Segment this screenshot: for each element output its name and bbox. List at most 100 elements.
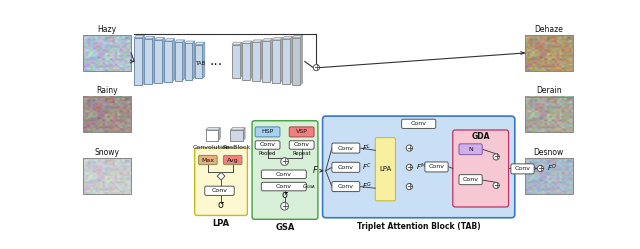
Bar — [195, 45, 202, 78]
Polygon shape — [193, 41, 195, 79]
Text: LPA: LPA — [212, 219, 230, 228]
Polygon shape — [230, 128, 245, 130]
FancyBboxPatch shape — [205, 186, 234, 195]
FancyBboxPatch shape — [323, 116, 515, 218]
Text: +: + — [313, 63, 320, 72]
Bar — [145, 39, 152, 84]
Circle shape — [406, 184, 412, 190]
Text: Desnow: Desnow — [534, 148, 564, 157]
Bar — [262, 41, 270, 82]
FancyBboxPatch shape — [289, 127, 314, 137]
Polygon shape — [252, 40, 262, 42]
Polygon shape — [172, 39, 175, 82]
Text: Conv: Conv — [411, 121, 427, 126]
Polygon shape — [272, 38, 282, 40]
FancyBboxPatch shape — [402, 119, 436, 128]
Bar — [175, 42, 182, 81]
Text: Derain: Derain — [536, 86, 562, 95]
Polygon shape — [195, 42, 205, 45]
Polygon shape — [134, 35, 145, 38]
Bar — [230, 130, 243, 141]
Text: Conv: Conv — [338, 146, 354, 151]
Text: Convolution: Convolution — [193, 145, 230, 150]
Text: $F^O$: $F^O$ — [547, 163, 557, 174]
Bar — [205, 130, 218, 141]
FancyBboxPatch shape — [332, 143, 360, 153]
Polygon shape — [282, 36, 292, 39]
Text: GSA: GSA — [275, 223, 294, 232]
Polygon shape — [300, 35, 303, 85]
FancyBboxPatch shape — [332, 182, 360, 191]
Text: LPA: LPA — [380, 166, 392, 172]
Polygon shape — [243, 128, 245, 141]
Text: Snowy: Snowy — [95, 148, 120, 157]
Text: TAB: TAB — [195, 61, 205, 66]
Polygon shape — [152, 36, 154, 84]
Polygon shape — [154, 38, 164, 40]
Polygon shape — [182, 40, 184, 81]
Polygon shape — [239, 42, 242, 78]
Circle shape — [493, 154, 499, 160]
Circle shape — [281, 158, 289, 165]
Polygon shape — [184, 41, 195, 43]
Polygon shape — [260, 40, 262, 81]
FancyBboxPatch shape — [261, 182, 307, 191]
Text: Rainy: Rainy — [96, 86, 118, 95]
Polygon shape — [232, 42, 242, 45]
Text: Conv: Conv — [515, 166, 531, 171]
FancyBboxPatch shape — [195, 148, 248, 215]
Circle shape — [537, 165, 543, 172]
Circle shape — [493, 182, 499, 188]
FancyBboxPatch shape — [261, 170, 307, 179]
Text: VSP: VSP — [296, 129, 308, 134]
Bar — [282, 39, 290, 84]
Text: Dehaze: Dehaze — [534, 25, 563, 34]
Bar — [164, 41, 172, 82]
Text: $F^M$: $F^M$ — [415, 162, 426, 173]
Text: Conv: Conv — [294, 142, 310, 147]
Text: GDA: GDA — [472, 132, 490, 141]
Circle shape — [406, 145, 412, 151]
Polygon shape — [142, 35, 145, 85]
Text: +: + — [281, 157, 288, 166]
Text: Triplet Attention Block (TAB): Triplet Attention Block (TAB) — [357, 222, 481, 231]
Bar — [525, 97, 573, 132]
Polygon shape — [217, 172, 225, 180]
Text: Conv: Conv — [338, 165, 354, 170]
Polygon shape — [175, 40, 184, 42]
Text: $G_{GSA}$: $G_{GSA}$ — [302, 183, 316, 191]
Polygon shape — [202, 42, 205, 78]
Polygon shape — [164, 39, 175, 41]
Bar — [292, 38, 300, 85]
Polygon shape — [145, 36, 154, 39]
Text: N: N — [468, 147, 473, 152]
Bar — [184, 43, 193, 79]
Text: $F^L$: $F^L$ — [362, 142, 371, 154]
Text: Pooled: Pooled — [259, 151, 276, 156]
FancyBboxPatch shape — [511, 164, 534, 174]
Bar — [134, 38, 142, 85]
Text: F: F — [312, 166, 317, 175]
Circle shape — [406, 164, 412, 170]
Text: $F^G$: $F^G$ — [362, 181, 372, 192]
Bar — [242, 43, 250, 79]
Polygon shape — [292, 35, 303, 38]
FancyBboxPatch shape — [332, 162, 360, 172]
Text: Conv: Conv — [260, 142, 276, 147]
Circle shape — [281, 202, 289, 210]
Text: +: + — [406, 144, 413, 153]
Text: +: + — [493, 152, 500, 161]
Text: +: + — [537, 164, 544, 173]
Text: Conv: Conv — [276, 172, 292, 177]
Polygon shape — [162, 38, 164, 83]
Polygon shape — [250, 41, 252, 79]
FancyBboxPatch shape — [252, 121, 318, 219]
Text: Conv: Conv — [463, 177, 479, 182]
Text: σ: σ — [282, 190, 287, 200]
Bar — [525, 158, 573, 194]
Text: ···: ··· — [210, 58, 223, 72]
Text: σ: σ — [218, 200, 224, 210]
Text: Avg: Avg — [227, 158, 239, 163]
FancyBboxPatch shape — [452, 130, 509, 207]
Text: $F^C$: $F^C$ — [362, 162, 372, 173]
